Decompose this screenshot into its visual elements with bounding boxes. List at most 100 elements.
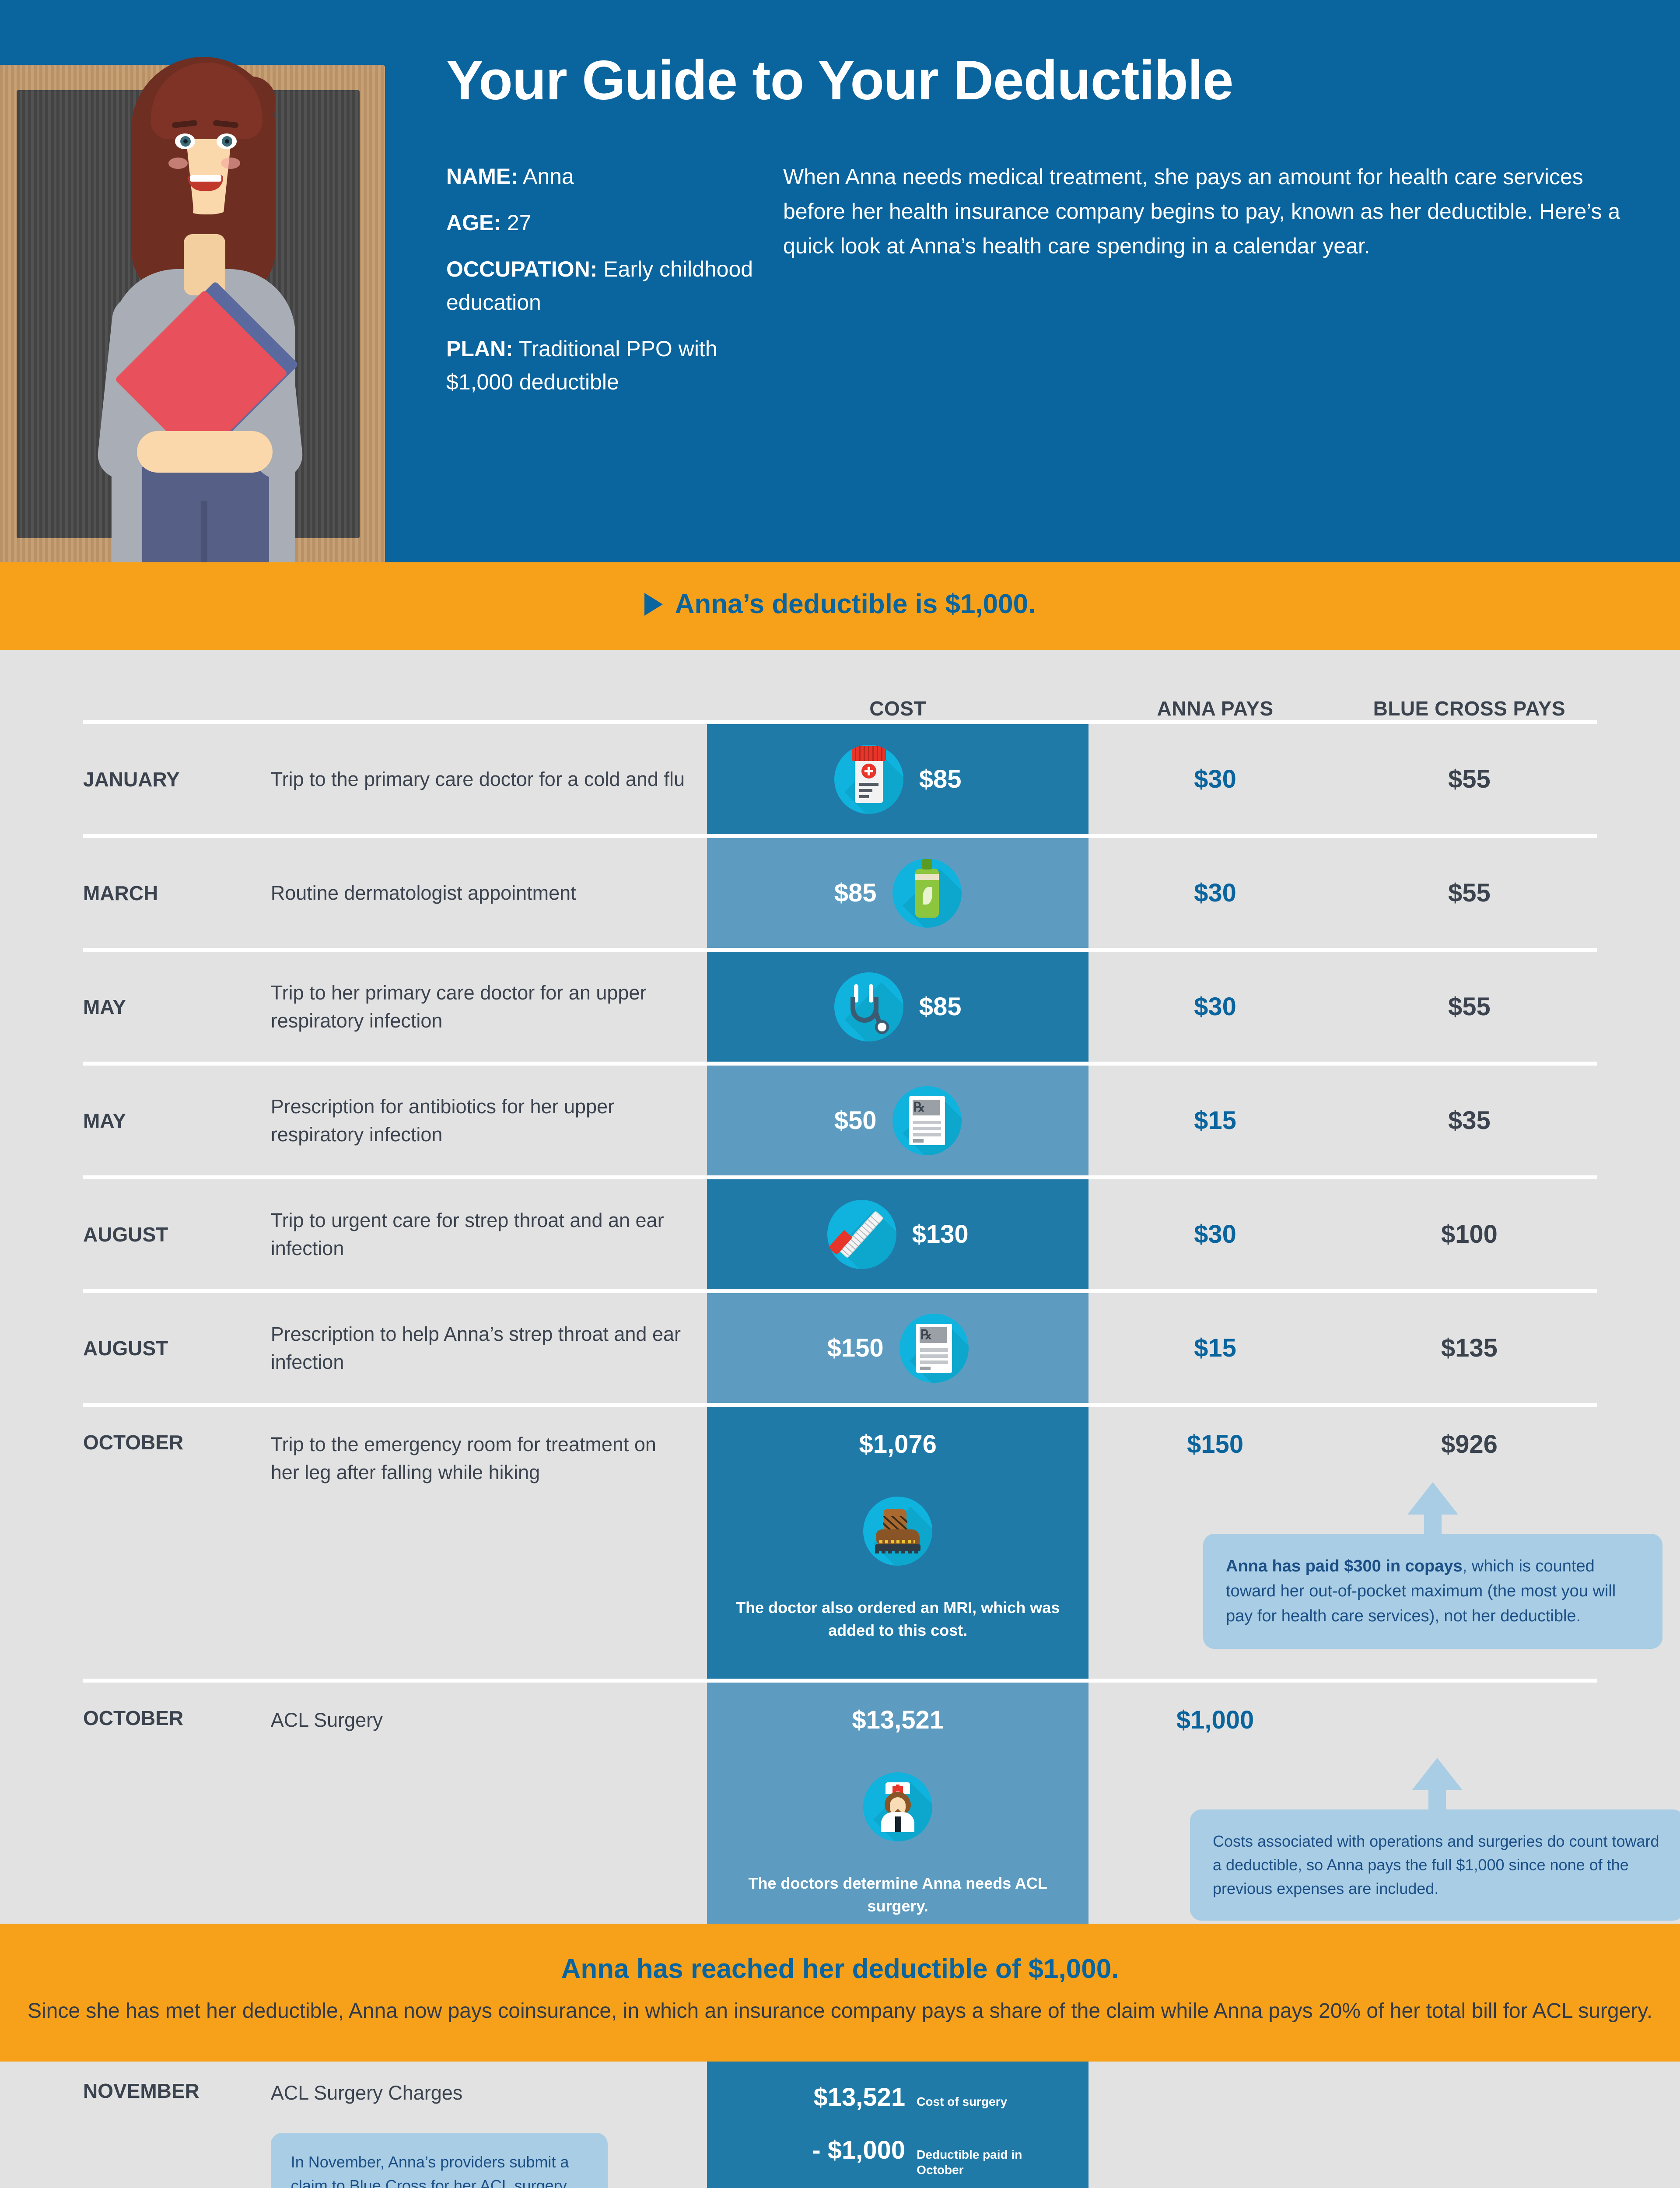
row-anna-pays: $15 (1194, 1334, 1236, 1362)
row-bluecross-pays: $55 (1448, 879, 1491, 907)
profile-item-age: AGE: 27 (446, 210, 532, 235)
profile-list: NAME: Anna AGE: 27 OCCUPATION: Early chi… (446, 160, 761, 412)
row-cost-value: $13,521 (852, 1706, 944, 1734)
math-value: $13,521 (813, 2083, 906, 2111)
math-label: Deductible paid in October (917, 2147, 1022, 2177)
row-bluecross-pays: $100 (1441, 1220, 1498, 1248)
teacher-illustration (90, 24, 317, 562)
row-cost-value: $130 (912, 1220, 969, 1248)
row-description: Trip to the primary care doctor for a co… (270, 768, 685, 790)
deductible-banner: Anna’s deductible is $1,000. (0, 562, 1680, 650)
page-title: Your Guide to Your Deductible (446, 49, 1234, 111)
row-anna-pays: $30 (1194, 879, 1236, 907)
row-description: Prescription to help Anna’s strep throat… (270, 1322, 681, 1373)
copay-callout-rest: , which is counted toward her out-of-poc… (1226, 1557, 1616, 1625)
table-row-er: OCTOBER Trip to the emergency room for t… (83, 1403, 1662, 1679)
row-bluecross-pays: $55 (1448, 992, 1491, 1021)
november-callout-text: In November, Anna’s providers submit a c… (290, 2153, 570, 2188)
doctor-icon (863, 1772, 933, 1841)
row-cost-caption: The doctors determine Anna needs ACL sur… (748, 1874, 1047, 1915)
row-cost: $1,076 The doctor also ordered an MRI, w… (707, 1407, 1089, 1679)
row-description-text: ACL Surgery Charges (270, 2081, 463, 2104)
profile-item-occupation: OCCUPATION: Early childhood education (446, 257, 753, 315)
row-cost: $13,521 The doctors determine Anna needs… (707, 1683, 1089, 1924)
row-cost-value: $1,076 (859, 1430, 937, 1459)
table-row-november: NOVEMBER ACL Surgery Charges In November… (83, 2061, 1597, 2188)
row-anna-pays: $30 (1194, 1220, 1236, 1248)
row-anna-pays: $30 (1194, 992, 1236, 1021)
row-bluecross-pays: $55 (1448, 765, 1491, 793)
row-month: OCTOBER (83, 1431, 184, 1454)
row-month: MAY (83, 1109, 126, 1132)
stethoscope-icon (834, 972, 903, 1041)
table-row: AUGUST Trip to urgent care for strep thro… (83, 1175, 1597, 1289)
header-section: Your Guide to Your Deductible NAME: Anna… (0, 0, 1680, 562)
lotion-bottle-icon (892, 858, 962, 928)
math-label: Cost of surgery (917, 2094, 1008, 2108)
row-cost: $13,521 Cost of surgery - $1,000 Deductibl… (707, 2061, 1089, 2188)
profile-item-name: NAME: Anna (446, 164, 574, 189)
reached-deductible-sub: Since she has met her deductible, Anna n… (27, 1999, 1653, 2023)
table-row: MAY Prescription for antibiotics for her … (83, 1062, 1597, 1175)
row-description: Trip to the emergency room for treatment… (270, 1433, 656, 1483)
row-bluecross-pays: $135 (1441, 1334, 1498, 1362)
row-cost: $85 (707, 838, 1089, 948)
row-anna-pays: $1,000 (1088, 1683, 1341, 1924)
expense-table: COST ANNA PAYS BLUE CROSS PAYS JANUARY Tr… (0, 650, 1680, 1924)
row-month: OCTOBER (83, 1707, 184, 1729)
surgery-callout: Costs associated with operations and sur… (1190, 1758, 1680, 1921)
november-math: $13,521 Cost of surgery - $1,000 Deductibl… (761, 2062, 1035, 2188)
table-column-headers: COST ANNA PAYS BLUE CROSS PAYS (83, 650, 1597, 720)
row-cost-value: $85 (919, 765, 962, 793)
row-month: AUGUST (83, 1336, 168, 1360)
row-month: JANUARY (83, 768, 180, 791)
row-description: Trip to urgent care for strep throat and… (270, 1209, 664, 1259)
row-anna-value: $150 (1187, 1430, 1244, 1459)
header-text-block: Your Guide to Your Deductible NAME: Anna… (446, 53, 1628, 412)
play-triangle-icon (644, 593, 663, 616)
prescription-icon: ℞ (892, 1086, 962, 1155)
table-row: JANUARY Trip to the primary care doctor f… (83, 720, 1597, 834)
column-header-bluecross-pays-2: BLUE CROSS PAYS (1342, 2062, 1597, 2188)
thermometer-icon (827, 1199, 896, 1269)
table-row-acl: OCTOBER ACL Surgery $13,521 The doctors … (83, 1679, 1680, 1924)
profile-item-plan: PLAN: Traditional PPO with $1,000 deduct… (446, 337, 718, 394)
row-cost-value: $85 (834, 879, 877, 907)
row-month: NOVEMBER (83, 2079, 200, 2102)
row-cost: $150 ℞ (707, 1293, 1089, 1403)
coinsurance-table: NOVEMBER ACL Surgery Charges In November… (0, 2061, 1680, 2188)
row-bcbs-value: $926 (1441, 1430, 1498, 1459)
row-description: ACL Surgery (270, 1709, 383, 1731)
medicine-bottle-icon (834, 744, 903, 814)
intro-paragraph: When Anna needs medical treatment, she p… (783, 165, 1620, 258)
reached-deductible-title: Anna has reached her deductible of $1,00… (561, 1954, 1119, 1984)
row-bluecross-pays: $926 (1342, 1407, 1597, 1679)
row-cost-value: $50 (834, 1106, 877, 1135)
row-month: AUGUST (83, 1223, 168, 1246)
row-cost-value: $85 (919, 992, 962, 1021)
row-description: Trip to her primary care doctor for an u… (270, 981, 647, 1032)
deductible-banner-text: Anna’s deductible is $1,000. (675, 589, 1036, 619)
copay-callout: Anna has paid $300 in copays, which is c… (1203, 1482, 1662, 1649)
arrow-up-icon (1407, 1482, 1458, 1515)
row-description: ACL Surgery Charges In November, Anna’s … (270, 2062, 707, 2188)
row-cost-value: $150 (827, 1334, 884, 1362)
row-cost: $50 ℞ (707, 1066, 1089, 1175)
reached-deductible-banner: Anna has reached her deductible of $1,00… (0, 1924, 1680, 2062)
row-anna-pays: $150 (1088, 1407, 1341, 1679)
row-cost: $130 (707, 1179, 1089, 1289)
row-cost-caption: The doctor also ordered an MRI, which wa… (736, 1599, 1060, 1640)
row-description: Prescription for antibiotics for her upp… (270, 1095, 615, 1146)
column-header-anna-pays: ANNA PAYS (1157, 697, 1274, 720)
row-description: Routine dermatologist appointment (270, 881, 576, 904)
arrow-up-icon (1412, 1758, 1463, 1790)
row-bluecross-pays: $35 (1448, 1106, 1491, 1135)
prescription-icon: ℞ (899, 1313, 969, 1383)
table-row: MAY Trip to her primary care doctor for a… (83, 948, 1597, 1062)
math-value: - $1,000 (812, 2135, 906, 2164)
row-anna-pays: $30 (1194, 765, 1236, 793)
row-cost: $85 (707, 952, 1089, 1062)
row-anna-value: $1,000 (1176, 1706, 1254, 1734)
column-header-anna-pays-2: ANNA PAYS (1088, 2062, 1341, 2188)
